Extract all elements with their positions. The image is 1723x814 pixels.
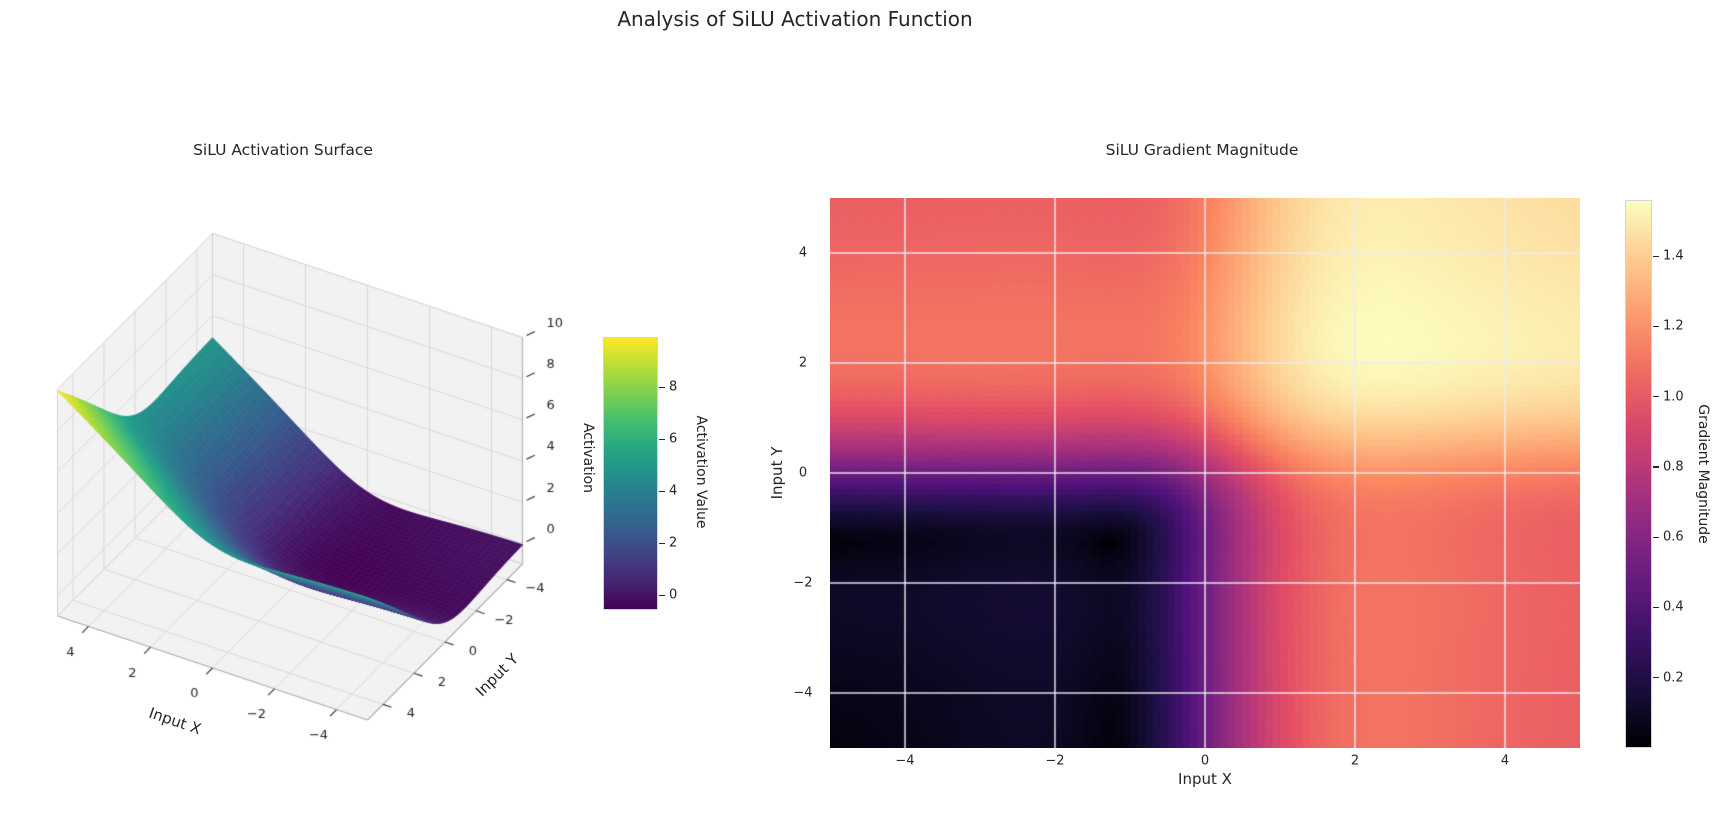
heatmap-title: SiLU Gradient Magnitude bbox=[1105, 141, 1299, 159]
tick-label: −2 bbox=[1045, 753, 1065, 769]
colorbar-tick-mark bbox=[1653, 536, 1659, 538]
colorbar-tick-mark bbox=[1653, 396, 1659, 398]
colorbar-tick-label: 0.2 bbox=[1663, 670, 1684, 686]
heatmap-xaxis-label: Input X bbox=[1178, 770, 1232, 788]
colorbar-tick-mark bbox=[1653, 255, 1659, 257]
colorbar-tick-mark bbox=[659, 594, 665, 597]
tick-label: 2 bbox=[1350, 753, 1360, 769]
tick-label: 4 bbox=[798, 245, 808, 261]
tick-label: −2 bbox=[793, 575, 813, 591]
colorbar-tick-mark bbox=[659, 542, 665, 545]
surface-zaxis-label: Activation bbox=[580, 422, 596, 494]
heatmap-yaxis-label: Input Y bbox=[768, 446, 786, 500]
colorbar-tick-label: 1.4 bbox=[1663, 248, 1684, 264]
tick-label: −4 bbox=[895, 753, 915, 769]
tick-label: 2 bbox=[798, 355, 808, 371]
colorbar-tick-label: 8 bbox=[669, 379, 678, 395]
tick-label: 0 bbox=[1200, 753, 1210, 769]
colorbar-tick-mark bbox=[659, 386, 665, 388]
activation-colorbar-label: Activation Value bbox=[693, 415, 709, 529]
colorbar-tick-mark bbox=[659, 490, 665, 493]
gradient-colorbar bbox=[1625, 200, 1652, 748]
gradient-colorbar-label: Gradient Magnitude bbox=[1695, 404, 1711, 544]
tick-label: 4 bbox=[1500, 753, 1510, 769]
colorbar-tick-label: 0.8 bbox=[1663, 459, 1684, 475]
surface-3d-canvas bbox=[0, 185, 600, 745]
colorbar-tick-label: 2 bbox=[669, 535, 678, 551]
surface-title: SiLU Activation Surface bbox=[193, 141, 373, 159]
tick-label: −4 bbox=[793, 685, 813, 701]
activation-colorbar bbox=[603, 337, 658, 610]
heatmap-canvas bbox=[830, 198, 1580, 748]
colorbar-tick-label: 1.2 bbox=[1663, 318, 1684, 334]
colorbar-tick-mark bbox=[659, 438, 665, 440]
colorbar-tick-label: 4 bbox=[669, 483, 678, 499]
colorbar-tick-mark bbox=[1653, 606, 1659, 609]
figure-title: Analysis of SiLU Activation Function bbox=[617, 7, 973, 31]
tick-label: 0 bbox=[798, 465, 808, 481]
colorbar-tick-mark bbox=[1653, 466, 1659, 468]
colorbar-tick-label: 0.6 bbox=[1663, 529, 1684, 545]
colorbar-tick-label: 0.4 bbox=[1663, 599, 1684, 615]
colorbar-tick-mark bbox=[1653, 677, 1659, 679]
colorbar-tick-mark bbox=[1653, 325, 1659, 328]
colorbar-tick-label: 6 bbox=[669, 431, 678, 447]
colorbar-tick-label: 1.0 bbox=[1663, 389, 1684, 405]
colorbar-tick-label: 0 bbox=[669, 587, 678, 603]
